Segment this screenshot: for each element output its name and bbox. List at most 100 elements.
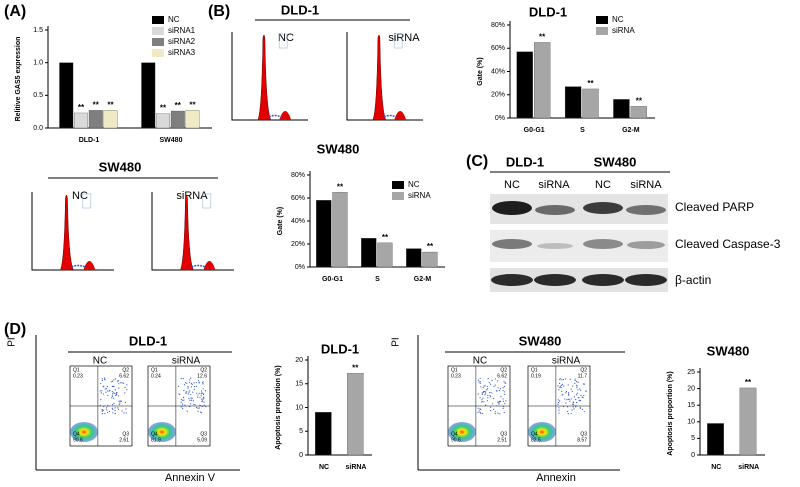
event [566,399,568,401]
cell-line: DLD-1 [506,154,544,169]
event [561,394,563,396]
event [117,408,120,410]
event [577,389,579,391]
event [195,385,198,387]
event [482,391,484,394]
event [575,405,577,407]
event [494,384,496,386]
event [558,389,560,391]
event [189,390,191,392]
bar [185,110,200,129]
event [100,399,102,401]
event [192,391,194,393]
event [572,402,575,404]
event [579,388,581,390]
legend-label: NC [612,15,624,24]
g2-peak [203,261,216,270]
event [106,409,108,411]
event [494,411,496,413]
event [104,377,106,379]
event [572,385,574,387]
event [499,413,501,415]
event [187,387,189,389]
event [106,385,108,388]
event [101,379,103,382]
event [494,378,496,380]
event [190,399,193,401]
event [123,382,125,384]
x-tick-label: SW480 [160,137,183,144]
event [481,393,484,395]
event [102,405,105,408]
event [479,377,481,379]
event [496,389,498,392]
event [114,378,117,380]
event [192,400,194,402]
event [101,413,104,415]
event [124,392,126,394]
event [494,412,496,415]
event [491,380,493,382]
event [112,393,114,395]
event [489,383,492,385]
event [114,392,116,394]
event [185,392,187,394]
quadrant-value: 6.62 [497,373,507,379]
event [482,386,484,389]
event [197,407,199,409]
event [564,398,566,400]
y-tick-label: 20% [291,241,305,248]
event [190,382,193,385]
event [493,408,495,410]
legend-swatch [392,181,404,189]
event [183,399,185,401]
y-tick-label: 0.0 [33,125,43,132]
event [484,385,486,387]
event [479,382,481,385]
event [578,397,580,399]
legend-label: NC [408,180,420,189]
event [102,393,104,395]
bar [406,248,422,268]
event [581,396,583,398]
x-tick-label: DLD-1 [79,137,100,144]
chart-title: SW480 [707,343,750,358]
x-tick-label: NC [319,464,329,471]
y-tick-label: 10 [687,419,695,426]
quadrant-label: Q3 [200,431,207,437]
event [480,401,483,403]
x-tick-label: NC [711,464,721,471]
event [504,391,506,393]
event [121,410,123,412]
event [490,410,492,412]
quadrant-label: Q4 [151,431,158,437]
legend-swatch [152,27,164,35]
hist-title: SW480 [99,159,142,174]
x-tick-label: S [580,127,585,134]
quadrant-label: Q2 [500,367,507,373]
event [189,399,191,401]
event [105,391,107,393]
bar [88,110,103,129]
quadrant-value: 5.09 [197,437,207,443]
event [106,411,109,414]
s-phase [268,114,282,118]
chart-title: DLD-1 [529,4,567,19]
event [179,393,181,395]
event [570,398,572,400]
event [579,407,581,410]
event [583,410,585,413]
y-tick-label: 0% [495,115,505,122]
event [118,400,120,402]
event [484,394,486,396]
event [180,398,182,401]
event [561,390,563,392]
protein-label: Cleaved PARP [675,200,754,214]
quadrant-label: Q2 [580,367,587,373]
bar [103,110,118,129]
event [585,390,587,392]
chart-title: SW480 [317,141,360,156]
event [567,384,569,386]
quadrant-label: Q1 [531,367,538,373]
